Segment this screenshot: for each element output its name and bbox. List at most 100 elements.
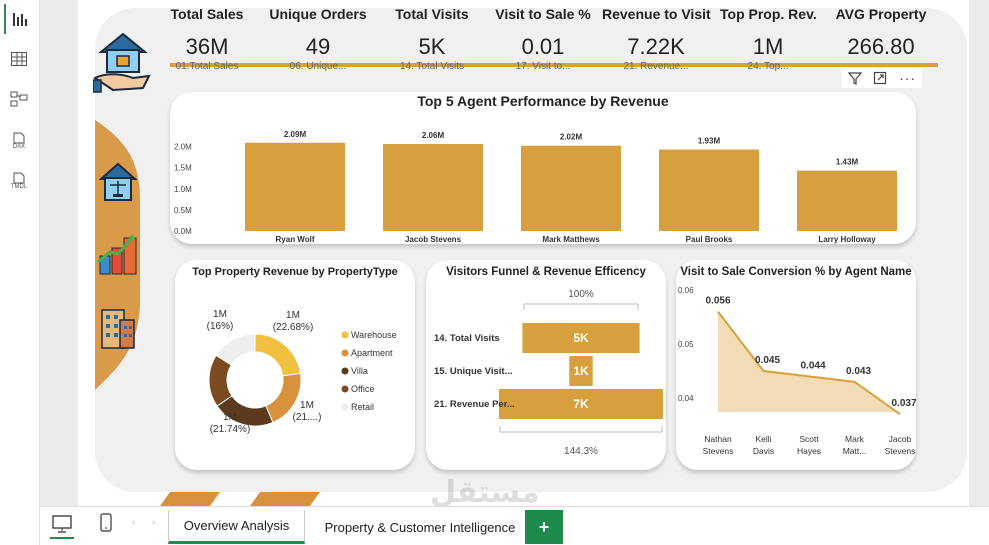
donut-slice xyxy=(215,333,256,366)
kpi-total-visits[interactable]: Total Visits 5K 14. Total Visits xyxy=(392,6,472,72)
funnel-data-label: 5K xyxy=(573,331,589,345)
x-tick-label: Nathan xyxy=(704,434,732,444)
line-chart-card[interactable]: Visit to Sale Conversion % by Agent Name… xyxy=(676,260,916,470)
funnel-data-label: 1K xyxy=(573,364,589,378)
growth-buildings-icon xyxy=(97,234,137,275)
x-tick-label: Jacob xyxy=(889,434,912,444)
x-tick-label: Davis xyxy=(753,446,774,456)
tmdl-label: TMDL xyxy=(10,184,28,190)
model-view-button[interactable] xyxy=(4,84,34,114)
line-data-label: 0.043 xyxy=(846,366,871,377)
legend-label: Office xyxy=(351,384,374,394)
line-data-label: 0.044 xyxy=(800,360,825,371)
bottom-stripes xyxy=(160,492,320,506)
legend-marker xyxy=(341,331,349,339)
y-tick-label: 2.0M xyxy=(174,143,192,152)
y-tick-label: 0.04 xyxy=(678,394,694,403)
donut-chart-svg: 1M(22.68%)1M(21....)1M(21.74%)1M(16%)War… xyxy=(207,309,397,435)
report-icon xyxy=(13,13,27,26)
kpi-value: 5K xyxy=(418,34,446,59)
y-tick-label: 0.06 xyxy=(678,286,694,295)
house-scale-icon xyxy=(99,162,137,201)
tab-scroll-right-icon[interactable]: › xyxy=(152,517,156,528)
x-tick-label: Kelli xyxy=(755,434,771,444)
donut-data-label: (21.74%) xyxy=(210,424,251,435)
kpi-revenue-to-visit[interactable]: Revenue to Visit 7.22K 21. Revenue... xyxy=(602,6,711,72)
x-tick-label: Ryan Wolf xyxy=(276,235,315,244)
bar-chart-card[interactable]: Top 5 Agent Performance by Revenue 0.0M 0… xyxy=(170,92,916,244)
x-tick-label: Stevens xyxy=(703,446,734,456)
funnel-top-percent: 100% xyxy=(568,289,594,300)
bar-data-label: 2.02M xyxy=(560,133,583,142)
kpi-title: Revenue to Visit xyxy=(602,6,711,22)
kpi-title: AVG Property xyxy=(835,6,927,22)
kpi-total-sales[interactable]: Total Sales 36M 01.Total Sales xyxy=(168,6,246,72)
donut-slice xyxy=(254,333,302,377)
donut-data-label: (22.68%) xyxy=(273,322,314,333)
bar-data-label: 1.43M xyxy=(836,158,859,167)
kpi-title: Total Sales xyxy=(170,6,244,22)
tab-property-customer-intelligence[interactable]: Property & Customer Intelligence xyxy=(324,519,516,535)
bar xyxy=(245,142,345,231)
add-page-button[interactable]: + xyxy=(525,510,563,544)
tmdl-icon xyxy=(13,172,25,184)
donut-data-label: 1M xyxy=(286,310,300,321)
line-chart-svg: 0.04 0.05 0.06 0.056 Nathan Stevens 0.045 Kelli… xyxy=(678,286,916,456)
x-tick-label: Stevens xyxy=(885,446,916,456)
tab-scroll-left-icon[interactable]: ‹ xyxy=(132,517,136,528)
more-options-icon[interactable]: ··· xyxy=(899,70,917,86)
desktop-view-icon[interactable] xyxy=(52,515,72,533)
kpi-value: 1M xyxy=(752,34,784,59)
apartment-building-icon xyxy=(101,309,135,349)
focus-mode-icon[interactable] xyxy=(873,71,887,85)
funnel-chart-card[interactable]: Visitors Funnel & Revenue Efficency 100%… xyxy=(426,260,666,470)
table-view-button[interactable] xyxy=(4,44,34,74)
donut-data-label: (16%) xyxy=(207,321,234,332)
funnel-bar xyxy=(569,356,593,386)
kpi-subtitle: 06. Unique... xyxy=(289,61,347,72)
visual-header-toolbar: ··· xyxy=(842,68,922,88)
tmdl-view-button[interactable]: TMDL xyxy=(4,166,34,196)
legend-label: Villa xyxy=(351,366,368,376)
donut-chart-card[interactable]: Top Property Revenue by PropertyType 1M(… xyxy=(175,260,415,470)
line-data-label: 0.056 xyxy=(705,296,730,307)
kpi-value: 49 xyxy=(305,34,331,59)
kpi-subtitle: 14. Total Visits xyxy=(399,61,465,72)
bar-data-label: 2.06M xyxy=(422,131,445,140)
report-view-button[interactable] xyxy=(4,4,34,34)
kpi-unique-orders[interactable]: Unique Orders 49 06. Unique... xyxy=(268,6,368,72)
x-tick-label: Jacob Stevens xyxy=(405,235,462,244)
house-logo-icon xyxy=(93,32,151,93)
bar xyxy=(383,144,483,231)
kpi-top-prop-rev[interactable]: Top Prop. Rev. 1M 24. Top... xyxy=(720,6,817,72)
donut-data-label: 1M xyxy=(300,400,314,411)
legend-marker xyxy=(341,349,349,357)
filter-icon[interactable] xyxy=(847,71,862,85)
model-icon xyxy=(10,91,28,107)
donut-data-label: (21....) xyxy=(293,412,322,423)
bar-chart-svg: 0.0M 0.5M 1.0M 1.5M 2.0M 2.09M Ryan Wolf 2.06M J… xyxy=(174,130,897,244)
x-tick-label: Mark xyxy=(845,434,865,444)
legend-marker xyxy=(341,367,349,375)
funnel-category-label: 21. Revenue Per... xyxy=(434,399,515,410)
y-tick-label: 0.0M xyxy=(174,227,192,236)
dax-view-button[interactable]: DAX xyxy=(4,126,34,156)
kpi-visit-to-sale[interactable]: Visit to Sale % 0.01 17. Visit to... xyxy=(494,6,592,72)
line-series xyxy=(717,310,901,416)
x-tick-label: Scott xyxy=(799,434,819,444)
tab-overview-analysis[interactable]: Overview Analysis xyxy=(168,510,305,544)
bar-data-label: 2.09M xyxy=(284,130,307,139)
kpi-underline xyxy=(170,63,938,67)
active-view-indicator xyxy=(50,537,74,539)
kpi-value: 0.01 xyxy=(521,34,565,59)
y-tick-label: 1.5M xyxy=(174,164,192,173)
bar xyxy=(521,145,621,231)
mobile-view-icon[interactable] xyxy=(99,513,113,533)
bar-chart-title: Top 5 Agent Performance by Revenue xyxy=(417,93,669,109)
kpi-avg-property[interactable]: AVG Property 266.80 xyxy=(834,6,928,60)
legend-marker xyxy=(341,385,349,393)
kpi-title: Total Visits xyxy=(395,6,469,22)
funnel-chart-title: Visitors Funnel & Revenue Efficency xyxy=(446,266,646,278)
table-icon xyxy=(11,52,27,66)
watermark-logo: مستقل xyxy=(430,475,540,510)
